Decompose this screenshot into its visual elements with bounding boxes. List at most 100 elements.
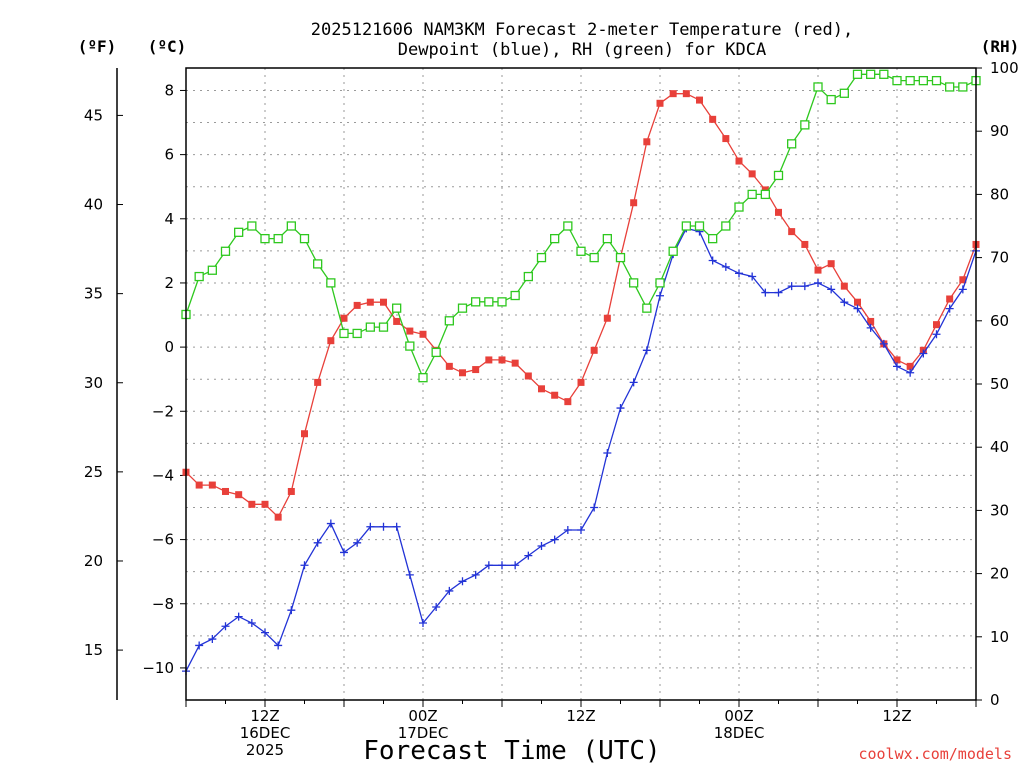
dewpoint-point [814, 278, 822, 287]
rh-point [721, 221, 731, 231]
temperature-point [630, 199, 638, 207]
temperature-point [248, 500, 256, 508]
rh-point [431, 347, 441, 358]
dewpoint-point [735, 269, 743, 278]
rh-point [681, 221, 691, 231]
rh-point [286, 221, 296, 231]
temperature-point [274, 513, 282, 521]
rh-point [260, 233, 270, 244]
temperature-point [564, 398, 572, 406]
rh-point [563, 221, 573, 231]
rh-point [510, 290, 520, 301]
temperature-point [590, 346, 598, 354]
dewpoint-point [761, 288, 770, 297]
dewpoint-point [866, 323, 875, 332]
rh-tick-label: 100 [990, 59, 1019, 77]
temperature-point [511, 359, 519, 367]
temperature-point [643, 138, 651, 146]
dewpoint-point [563, 525, 572, 534]
temperature-point [353, 301, 361, 309]
dewpoint-point [419, 619, 427, 628]
dewpoint-point [524, 551, 533, 560]
rh-tick-label: 40 [990, 438, 1009, 456]
temperature-point [459, 369, 466, 377]
rh-tick-label: 10 [990, 628, 1009, 646]
temperature-point [551, 391, 559, 399]
rh-point [760, 189, 770, 200]
dewpoint-point [392, 522, 401, 531]
temperature-point [472, 366, 480, 374]
dewpoint-point [590, 503, 599, 512]
celsius-tick-label: −4 [152, 466, 174, 484]
temperature-point [419, 330, 427, 338]
rh-point [392, 303, 402, 313]
temperature-point [498, 356, 506, 364]
x-tick-label: 12Z [882, 707, 911, 725]
rh-point [339, 328, 349, 339]
rh-tick-label: 80 [990, 185, 1009, 203]
rh-point [484, 297, 494, 307]
data-series [181, 69, 981, 676]
temperature-point [485, 356, 493, 364]
dewpoint-point [326, 519, 335, 528]
temperature-point [735, 157, 743, 165]
temperature-point [748, 170, 756, 178]
dewpoint-point [787, 282, 796, 291]
rh-point [365, 322, 375, 332]
x-tick-label: 18DEC [714, 724, 765, 742]
temperature-point [669, 90, 677, 98]
celsius-tick-label: 2 [164, 274, 174, 292]
rh-point [326, 278, 336, 288]
rh-point [497, 297, 507, 307]
dewpoint-point [261, 628, 269, 637]
rh-unit-label: (RH) [981, 37, 1020, 56]
x-tick-label: 2025 [246, 741, 284, 759]
rh-tick-label: 30 [990, 501, 1009, 519]
dewpoint-point [879, 339, 888, 348]
rh-point [655, 278, 665, 288]
dewpoint-point [274, 641, 283, 650]
rh-point [800, 120, 810, 130]
x-axis-title: Forecast Time (UTC) [363, 736, 660, 766]
dewpoint-point [458, 577, 467, 586]
rh-point [247, 221, 257, 231]
plot-frame [185, 67, 977, 701]
dewpoint-point [642, 346, 651, 355]
rh-point [668, 246, 678, 256]
dewpoint-point [748, 272, 757, 281]
rh-tick-label: 20 [990, 565, 1009, 583]
dewpoint-point [366, 522, 375, 531]
dewpoint-point [234, 612, 243, 621]
dewpoint-point [603, 448, 612, 457]
dewpoint-point [616, 404, 625, 413]
rh-point [194, 271, 204, 282]
chart-title-line1: 2025121606 NAM3KM Forecast 2-meter Tempe… [311, 20, 853, 40]
dewpoint-point [656, 291, 664, 300]
temperature-point [301, 430, 308, 438]
rh-point [207, 265, 217, 275]
temperature-point [235, 491, 243, 499]
temperature-point [827, 260, 835, 268]
x-tick-label: 12Z [566, 707, 595, 725]
temperature-point [801, 240, 809, 248]
dewpoint-point [498, 561, 506, 570]
temperature-point [906, 362, 914, 370]
x-tick-label: 00Z [724, 707, 753, 725]
dewpoint-point [958, 285, 967, 294]
rh-point [839, 88, 849, 98]
temperature-point [788, 228, 796, 236]
dewpoint-point [511, 561, 520, 570]
x-tick-label: 17DEC [398, 724, 449, 742]
dewpoint-point [906, 368, 915, 377]
rh-point [234, 227, 244, 237]
rh-point [220, 246, 231, 256]
celsius-unit-label: (ºC) [148, 37, 187, 56]
rh-point [352, 328, 362, 339]
rh-point [444, 316, 454, 326]
rh-point [918, 75, 928, 86]
rh-point [642, 303, 652, 313]
rh-tick-label: 70 [990, 249, 1009, 267]
celsius-tick-label: 0 [164, 338, 174, 356]
rh-point [945, 82, 955, 92]
rh-point [813, 82, 823, 92]
